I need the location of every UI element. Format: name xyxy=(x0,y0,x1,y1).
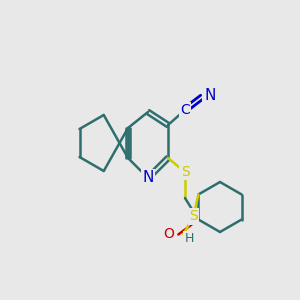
Text: H: H xyxy=(184,232,194,245)
Text: S: S xyxy=(189,209,198,224)
Text: N: N xyxy=(204,88,215,103)
Text: S: S xyxy=(181,165,189,179)
Text: N: N xyxy=(142,170,154,185)
Text: C: C xyxy=(180,103,190,117)
Text: O: O xyxy=(164,227,174,242)
